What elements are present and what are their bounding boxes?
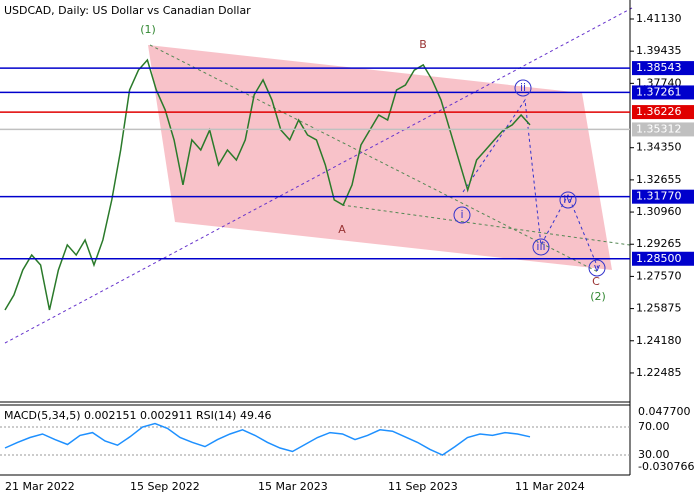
y-tick-label: 1.39435	[636, 44, 682, 57]
chart-title: USDCAD, Daily: US Dollar vs Canadian Dol…	[4, 4, 251, 17]
wave-circle	[514, 79, 532, 97]
y-tick-label: 1.41130	[636, 12, 682, 25]
wave-circle	[559, 191, 577, 209]
level-box	[632, 105, 694, 120]
level-box	[632, 61, 694, 76]
level-box	[632, 251, 694, 266]
y-tick-label: 1.30960	[636, 205, 682, 218]
wave-label: B	[419, 38, 427, 51]
indicator-tick-label: -0.030766	[638, 460, 694, 473]
level-label: 1.28500	[636, 252, 682, 265]
y-tick-label: 1.29265	[636, 237, 682, 250]
wave-label: iv	[563, 193, 573, 206]
wave-label: ii	[520, 81, 526, 94]
level-box	[632, 85, 694, 100]
wave-circle	[588, 259, 606, 277]
wave-label: A	[338, 223, 346, 236]
wave-line	[341, 204, 631, 246]
y-tick-label: 1.24180	[636, 334, 682, 347]
price-line	[4, 58, 531, 311]
x-tick-label: 15 Mar 2023	[258, 480, 328, 493]
wave-label: v	[594, 261, 601, 274]
level-label: 1.36226	[636, 105, 682, 118]
wave-label: (2)	[590, 290, 606, 303]
rsi-line	[4, 422, 531, 456]
level-box	[632, 189, 694, 204]
y-tick-label: 1.27570	[636, 269, 682, 282]
level-box	[632, 122, 694, 137]
x-tick-label: 15 Sep 2022	[130, 480, 200, 493]
x-tick-label: 21 Mar 2022	[5, 480, 75, 493]
indicator-tick-label: 30.00	[638, 448, 670, 461]
y-tick-label: 1.32655	[636, 173, 682, 186]
x-tick-label: 11 Mar 2024	[515, 480, 585, 493]
x-tick-label: 11 Sep 2023	[388, 480, 458, 493]
indicator-tick-label: 70.00	[638, 420, 670, 433]
y-tick-label: 1.25875	[636, 302, 682, 315]
channel	[148, 45, 612, 270]
wave-label: C	[592, 275, 600, 288]
forecast-path	[462, 98, 599, 269]
wave-label: (1)	[140, 23, 156, 36]
level-label: 1.38543	[636, 61, 682, 74]
level-label: 1.35312	[636, 122, 682, 135]
indicator-tick-label: 0.047700	[638, 405, 691, 418]
trend-line	[4, 7, 633, 344]
y-tick-label: 1.22485	[636, 366, 682, 379]
level-label: 1.37261	[636, 85, 682, 98]
wave-label: iii	[536, 240, 545, 253]
wave-label: i	[460, 208, 463, 221]
indicator-label: MACD(5,34,5) 0.002151 0.002911 RSI(14) 4…	[4, 409, 271, 422]
wave-circle	[453, 206, 471, 224]
wave-circle	[532, 238, 550, 256]
y-tick-label: 1.34350	[636, 141, 682, 154]
level-label: 1.31770	[636, 190, 682, 203]
